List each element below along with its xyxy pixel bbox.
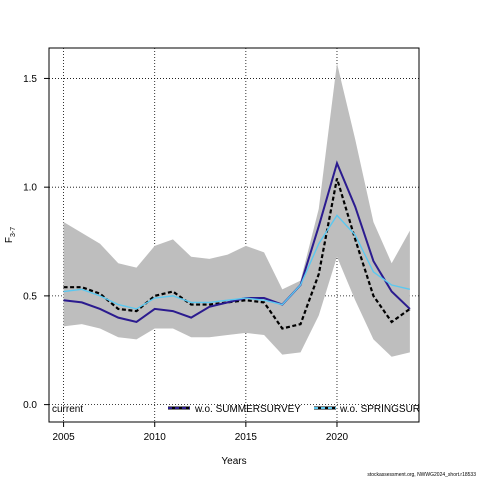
series-spring-line	[63, 214, 411, 310]
y-tick-label: 1.0	[23, 183, 37, 194]
legend-label-current: current	[52, 404, 83, 415]
x-tick-label: 2010	[144, 432, 167, 443]
y-tick-label: 1.5	[23, 74, 37, 85]
y-tick-label: 0.0	[23, 400, 37, 411]
plot-frame	[48, 47, 420, 423]
x-tick-label: 2005	[52, 432, 75, 443]
x-tick-label: 2015	[235, 432, 258, 443]
footer-credit: stockassessment.org, NWWG2024_short.r185…	[367, 472, 476, 478]
series-summer-line	[63, 160, 411, 324]
svg-text:F3-7: F3-7	[4, 227, 17, 243]
y-axis-label-main: F	[4, 237, 15, 243]
series-layer	[63, 160, 411, 331]
confidence-band-layer	[63, 63, 410, 357]
confidence-band	[63, 63, 410, 357]
y-axis-label: F3-7	[4, 227, 17, 243]
x-axis-label: Years	[221, 456, 246, 467]
legend-label-spring: w.o. SPRINGSURVEY	[339, 404, 440, 415]
legend-label-summer: w.o. SUMMERSURVEY	[194, 404, 301, 415]
x-axis-ticks: 2005 2010 2015 2020	[52, 422, 349, 443]
series-current-line	[63, 178, 411, 330]
y-axis-ticks: 0.0 0.5 1.0 1.5	[23, 74, 49, 411]
y-tick-label: 0.5	[23, 291, 37, 302]
legend: current w.o. SUMMERSURVEY w.o. SPRINGSUR…	[52, 404, 440, 415]
x-tick-label: 2020	[326, 432, 349, 443]
y-axis-label-sub: 3-7	[10, 227, 17, 237]
